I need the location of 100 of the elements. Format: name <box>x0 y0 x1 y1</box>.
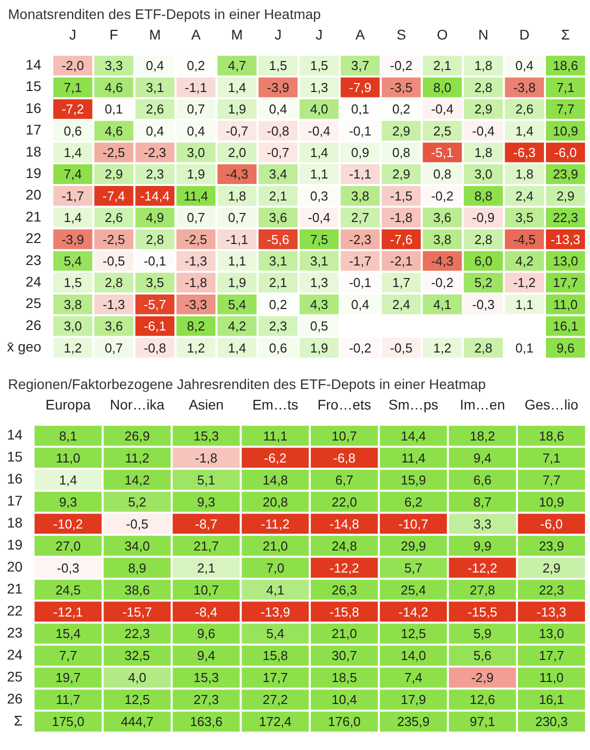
data-label: 22,3 <box>552 210 578 226</box>
data-label: 1,3 <box>310 275 328 290</box>
y-tick-label: 18 <box>26 143 42 160</box>
data-label: -14,4 <box>140 188 170 204</box>
data-label: 6,6 <box>473 472 492 488</box>
x-tick-label: J <box>274 26 282 42</box>
data-label: 14,4 <box>400 428 426 444</box>
data-label: 2,8 <box>474 340 492 356</box>
x-tick-label: Σ <box>561 26 570 42</box>
data-label: 1,4 <box>64 210 82 226</box>
data-label: 2,1 <box>269 275 288 290</box>
data-label: 16,1 <box>552 318 578 334</box>
data-label: 13,0 <box>552 254 578 269</box>
y-tick-label: 15 <box>6 448 23 465</box>
data-label: 0,8 <box>392 145 410 160</box>
data-label: 2,1 <box>269 188 288 204</box>
data-label: 11,7 <box>56 692 80 708</box>
data-label: 8,8 <box>474 188 492 204</box>
y-tick-label: 15 <box>26 78 42 94</box>
data-label: 24,8 <box>332 538 357 554</box>
data-label: -3,9 <box>266 80 290 95</box>
data-label: 2,5 <box>433 123 452 138</box>
data-label: -7,6 <box>390 232 412 247</box>
data-label: 1,9 <box>186 166 205 182</box>
data-label: -4,5 <box>513 232 536 247</box>
data-label: 1,4 <box>228 340 246 356</box>
data-label: 4,7 <box>228 58 246 74</box>
x-tick-label: S <box>396 26 406 42</box>
data-label: -14,2 <box>398 604 428 620</box>
data-label: -0,8 <box>266 123 290 138</box>
data-label: 3,8 <box>351 188 370 204</box>
data-label: -0,2 <box>431 188 454 204</box>
data-label: 9,3 <box>59 494 78 510</box>
y-tick-label: 18 <box>6 514 23 531</box>
data-label: 1,8 <box>228 188 246 204</box>
data-label: -1,1 <box>226 232 248 247</box>
data-label: 4,0 <box>310 102 328 117</box>
data-label: 2,8 <box>146 232 164 247</box>
y-tick-label: 17 <box>6 492 23 509</box>
data-label: 0,6 <box>64 123 82 138</box>
data-label: -15,5 <box>468 604 498 620</box>
data-label: 0,8 <box>433 166 452 182</box>
data-label: -15,8 <box>329 604 360 620</box>
data-label: 1,2 <box>433 340 452 356</box>
data-label: 26,9 <box>124 428 150 444</box>
data-label: 10,4 <box>332 692 357 708</box>
data-label: 10,7 <box>194 582 219 598</box>
data-label: 1,2 <box>186 340 205 356</box>
data-label: 1,4 <box>59 472 78 488</box>
y-tick-label: 26 <box>6 690 23 706</box>
data-label: 2,6 <box>104 210 123 226</box>
y-tick-label: 16 <box>6 470 23 487</box>
data-label: -3,8 <box>513 80 536 95</box>
data-label: 3,3 <box>473 516 492 532</box>
data-label: 7,7 <box>556 102 575 117</box>
data-label: 1,1 <box>228 254 246 269</box>
data-label: 2,1 <box>197 560 216 576</box>
data-label: -0,4 <box>308 210 330 226</box>
data-label: -0,7 <box>226 123 248 138</box>
data-label: 3,0 <box>64 318 82 334</box>
data-label: 17,7 <box>552 275 578 290</box>
data-label: 8,2 <box>186 318 205 334</box>
data-label: 163,6 <box>190 714 222 730</box>
x-tick-label: Ges…lio <box>524 396 579 412</box>
data-label: 2,6 <box>146 102 164 117</box>
data-label: 3,6 <box>269 210 288 226</box>
data-label: -0,4 <box>472 123 495 138</box>
data-label: 21,0 <box>332 626 357 642</box>
data-label: 0,4 <box>515 58 534 74</box>
data-label: 3,0 <box>186 145 205 160</box>
x-tick-label: Nor…ika <box>110 396 165 412</box>
data-label: 0,2 <box>392 102 410 117</box>
data-label: 15,3 <box>194 670 219 686</box>
data-label: 2,4 <box>515 188 534 204</box>
data-label: 5,1 <box>197 472 216 488</box>
data-label: 11,4 <box>401 450 426 466</box>
y-tick-label: 25 <box>6 668 23 684</box>
data-label: 13,0 <box>538 626 564 642</box>
data-label: 27,0 <box>55 538 81 554</box>
y-tick-label: 24 <box>6 646 23 663</box>
data-label: 19,7 <box>55 670 81 686</box>
data-label: 7,5 <box>310 232 328 247</box>
data-label: 7,0 <box>266 560 284 576</box>
data-label: 2,0 <box>228 145 246 160</box>
data-label: 4,1 <box>266 582 284 598</box>
data-label: 2,6 <box>515 102 534 117</box>
data-label: 6,0 <box>474 254 492 269</box>
data-label: -1,8 <box>184 275 208 290</box>
data-label: 2,4 <box>392 296 410 312</box>
data-label: -4,3 <box>431 254 454 269</box>
data-label: 1,7 <box>392 275 410 290</box>
data-label: 7,1 <box>556 80 575 95</box>
data-label: 1,4 <box>310 145 328 160</box>
data-label: 11,2 <box>124 450 150 466</box>
data-label: -3,5 <box>390 80 412 95</box>
data-label: 22,3 <box>124 626 150 642</box>
data-label: 23,9 <box>552 166 578 182</box>
data-label: 11,0 <box>56 450 80 466</box>
data-label: 9,3 <box>197 494 216 510</box>
data-label: 4,1 <box>433 296 452 312</box>
